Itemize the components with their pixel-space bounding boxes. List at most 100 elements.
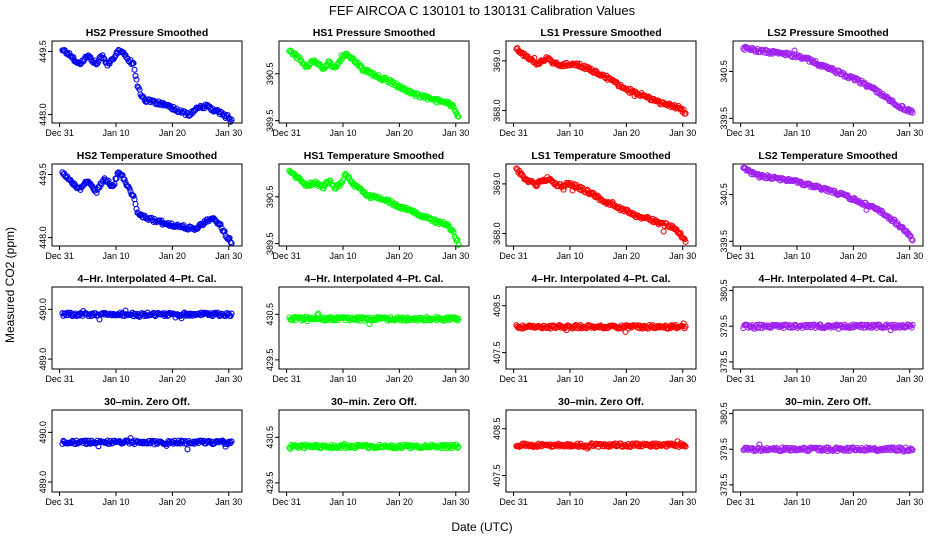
plot-frame [278, 409, 470, 493]
data-point [105, 177, 112, 184]
x-tick-label: Jan 20 [840, 497, 867, 507]
x-tick-label: Dec 31 [499, 497, 528, 507]
y-tick-label: 389.5 [265, 109, 275, 132]
y-tick-label: 489.0 [38, 471, 48, 494]
data-point [454, 444, 461, 451]
data-series [513, 438, 689, 452]
x-tick-label: Jan 30 [669, 251, 696, 261]
data-point [130, 60, 137, 67]
y-tick-label: 449.5 [38, 40, 48, 63]
y-tick-label: 339.5 [719, 107, 729, 130]
x-tick-label: Jan 30 [896, 251, 923, 261]
data-point [909, 321, 916, 328]
panel-title: 4–Hr. Interpolated 4–Pt. Cal. [305, 273, 444, 285]
x-tick-label: Dec 31 [726, 374, 755, 384]
x-tick-label: Jan 10 [556, 374, 583, 384]
data-point [228, 116, 235, 123]
data-point [395, 443, 402, 450]
plot-frame [51, 40, 243, 124]
data-point [823, 444, 830, 451]
y-tick-label: 489.0 [38, 348, 48, 371]
y-tick-label: 380.5 [719, 279, 729, 302]
data-point [117, 49, 124, 56]
plot-frame [732, 409, 924, 493]
y-tick-label: 448.0 [38, 103, 48, 126]
x-tick-label: Jan 20 [386, 251, 413, 261]
x-tick-label: Jan 30 [215, 251, 242, 261]
chart-panel: HS2 Pressure Smoothed Dec 31 Jan 10 Jan 20 J… [38, 27, 243, 138]
plot-frame [51, 409, 243, 493]
x-tick-label: Jan 20 [159, 251, 186, 261]
x-tick-label: Dec 31 [499, 251, 528, 261]
data-point [131, 66, 138, 73]
y-tick-label: 390.5 [265, 186, 275, 209]
data-point [132, 200, 139, 208]
x-tick-label: Jan 20 [159, 497, 186, 507]
data-series [286, 310, 462, 328]
data-point [679, 442, 686, 449]
data-point [908, 446, 915, 453]
data-point [228, 310, 235, 317]
x-tick-label: Jan 10 [102, 251, 129, 261]
x-tick-label: Jan 20 [613, 251, 640, 261]
data-series [740, 43, 916, 116]
data-point [589, 68, 596, 75]
data-series [59, 46, 235, 125]
x-tick-label: Jan 30 [215, 374, 242, 384]
x-tick-label: Dec 31 [499, 374, 528, 384]
data-point [909, 446, 916, 454]
data-point [93, 189, 100, 196]
panel-title: LS1 Pressure Smoothed [540, 27, 661, 39]
data-point [455, 443, 462, 450]
data-point [131, 196, 138, 203]
x-tick-label: Jan 20 [386, 128, 413, 138]
y-tick-label: 390.5 [265, 63, 275, 86]
x-tick-label: Jan 30 [896, 128, 923, 138]
x-tick-label: Jan 10 [783, 251, 810, 261]
data-series [513, 165, 689, 245]
x-tick-label: Dec 31 [726, 497, 755, 507]
x-tick-label: Jan 30 [896, 374, 923, 384]
chart-panel: LS1 Pressure Smoothed Dec 31 Jan 10 Jan 20 J… [492, 27, 697, 138]
data-point [594, 441, 601, 448]
x-tick-label: Dec 31 [272, 497, 301, 507]
data-point [622, 328, 629, 335]
data-point [217, 221, 224, 228]
y-tick-label: 380.5 [719, 402, 729, 425]
x-tick-label: Jan 20 [613, 374, 640, 384]
plot-frame [732, 40, 924, 124]
data-point [455, 113, 462, 120]
data-point [95, 443, 102, 450]
x-tick-label: Jan 10 [102, 497, 129, 507]
panel-title: LS2 Pressure Smoothed [767, 27, 888, 39]
data-point [525, 55, 532, 62]
chart-panel: 4–Hr. Interpolated 4–Pt. Cal. Dec 31 Jan 1… [719, 273, 924, 384]
plot-frame [505, 286, 697, 370]
data-point [228, 438, 235, 445]
data-point [294, 174, 301, 181]
x-tick-label: Jan 20 [840, 128, 867, 138]
x-tick-label: Jan 20 [840, 374, 867, 384]
data-point [450, 229, 457, 236]
y-tick-label: 430.5 [265, 426, 275, 449]
data-series [286, 167, 462, 248]
plot-frame [505, 409, 697, 493]
chart-panel: 30–min. Zero Off. Dec 31 Jan 10 Jan 20 Jan 3… [265, 396, 470, 507]
data-point [550, 60, 557, 67]
data-point [596, 71, 603, 78]
x-tick-label: Jan 20 [159, 128, 186, 138]
x-tick-label: Jan 10 [556, 497, 583, 507]
x-tick-label: Jan 10 [783, 374, 810, 384]
data-point [133, 76, 140, 83]
data-series [59, 435, 235, 453]
plot-frame [278, 163, 470, 247]
y-tick-label: 407.5 [492, 464, 502, 487]
plot-frame [278, 286, 470, 370]
x-tick-label: Jan 30 [442, 374, 469, 384]
data-series [286, 47, 462, 120]
x-tick-label: Jan 10 [329, 128, 356, 138]
data-point [909, 237, 916, 244]
data-point [130, 192, 137, 199]
data-point [681, 442, 688, 449]
plot-frame [278, 40, 470, 124]
